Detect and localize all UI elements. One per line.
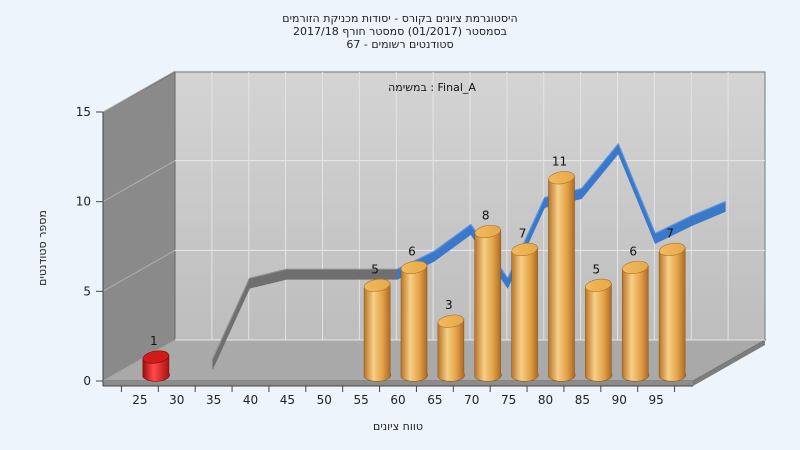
bar-body (621, 265, 650, 382)
bar-top (437, 314, 465, 328)
bar-value-label: 3 (445, 298, 453, 312)
x-tick-label: 95 (648, 393, 663, 407)
bar-highlight (142, 350, 170, 382)
bar (658, 242, 687, 382)
x-tick-label: 80 (538, 393, 553, 407)
task-label: במשימה : Final_A (388, 81, 476, 94)
ribbon-highlight (433, 224, 472, 252)
x-tick-label: 85 (575, 393, 590, 407)
ribbon-highlight (691, 200, 726, 217)
bars (142, 171, 687, 382)
side-gridline (102, 339, 176, 382)
gridlines (102, 70, 765, 382)
bar-top (400, 260, 428, 274)
bar (437, 314, 465, 382)
ribbon-highlight (581, 143, 619, 190)
x-tick-label: 65 (427, 393, 442, 407)
x-tick-label: 55 (353, 393, 368, 407)
x-tick-label: 60 (390, 393, 405, 407)
bar-body (548, 175, 576, 382)
bar-top (548, 171, 575, 185)
x-tick-label: 35 (206, 393, 221, 407)
side-wall (102, 71, 176, 382)
bar-body (363, 282, 392, 382)
ribbon-highlight (249, 268, 287, 279)
chart-title-line-1: היסטוגרמת ציונים בקורס - יסודות מכניקת ה… (282, 12, 517, 25)
x-tick-label: 40 (243, 393, 258, 407)
bar (548, 171, 576, 382)
bar-body (511, 247, 539, 382)
y-axis: 0 5 10 15 (76, 105, 104, 388)
ribbon-segment (286, 269, 324, 280)
bar-top (658, 242, 686, 257)
y-tick-label: 15 (76, 105, 91, 119)
ribbon-highlight (654, 214, 693, 235)
y-tick-label: 5 (83, 284, 91, 298)
data-labels: 1 5 6 3 8 7 11 5 6 7 (150, 155, 674, 348)
bar-top (363, 278, 391, 292)
side-gridline (102, 160, 176, 203)
bar-value-label: 11 (552, 155, 567, 169)
bar-value-label: 8 (482, 209, 490, 223)
right-edge (693, 340, 765, 386)
bar-top (474, 224, 501, 239)
floor-front-edge (103, 381, 693, 386)
side-gridline (102, 249, 176, 292)
bar-value-label: 6 (408, 244, 416, 258)
bar-body (474, 229, 502, 382)
x-tick-label: 70 (464, 393, 479, 407)
bar-body (585, 282, 613, 382)
chart-title-line-3: סטודנטים רשומים - 67 (346, 38, 453, 51)
y-tick-label: 10 (76, 195, 91, 209)
bar (400, 260, 428, 382)
bar-value-label: 7 (666, 226, 674, 240)
x-tick-label: 45 (280, 393, 295, 407)
bar-value-label: 5 (593, 262, 601, 276)
bar-top (585, 278, 612, 292)
x-tick-label: 75 (501, 393, 516, 407)
x-tick-label: 30 (169, 393, 184, 407)
bar-top (142, 350, 170, 364)
ribbon-highlight (617, 143, 656, 234)
bar-value-label: 7 (519, 226, 527, 240)
side-gridline (102, 70, 176, 113)
x-tick-label: 25 (132, 393, 147, 407)
bar-body (658, 247, 687, 382)
bar-body (437, 318, 465, 382)
ribbon-highlight (212, 278, 251, 360)
bar (511, 242, 539, 382)
x-axis-title: טווח ציונים (373, 420, 423, 433)
bar-value-label: 6 (629, 244, 637, 258)
bar (363, 278, 392, 382)
bar-top (622, 260, 649, 274)
bar-top (511, 242, 538, 257)
bar (474, 224, 502, 382)
bar (585, 278, 613, 382)
bar-value-label: 1 (150, 334, 158, 348)
bar-value-label: 5 (371, 262, 379, 276)
ribbon-segment (323, 269, 361, 280)
y-axis-title: מספר סטודנטים (36, 210, 49, 286)
chart-title-line-2: בסמסטר (01/2017) סמסטר חורף 2017/18 (293, 25, 507, 38)
bar (621, 260, 650, 382)
bar-body (400, 265, 428, 382)
x-axis: 25 30 35 40 45 50 55 60 65 70 75 80 85 90 95 (103, 385, 693, 407)
y-tick-label: 0 (83, 374, 91, 388)
x-tick-label: 90 (612, 393, 627, 407)
x-tick-label: 50 (317, 393, 332, 407)
